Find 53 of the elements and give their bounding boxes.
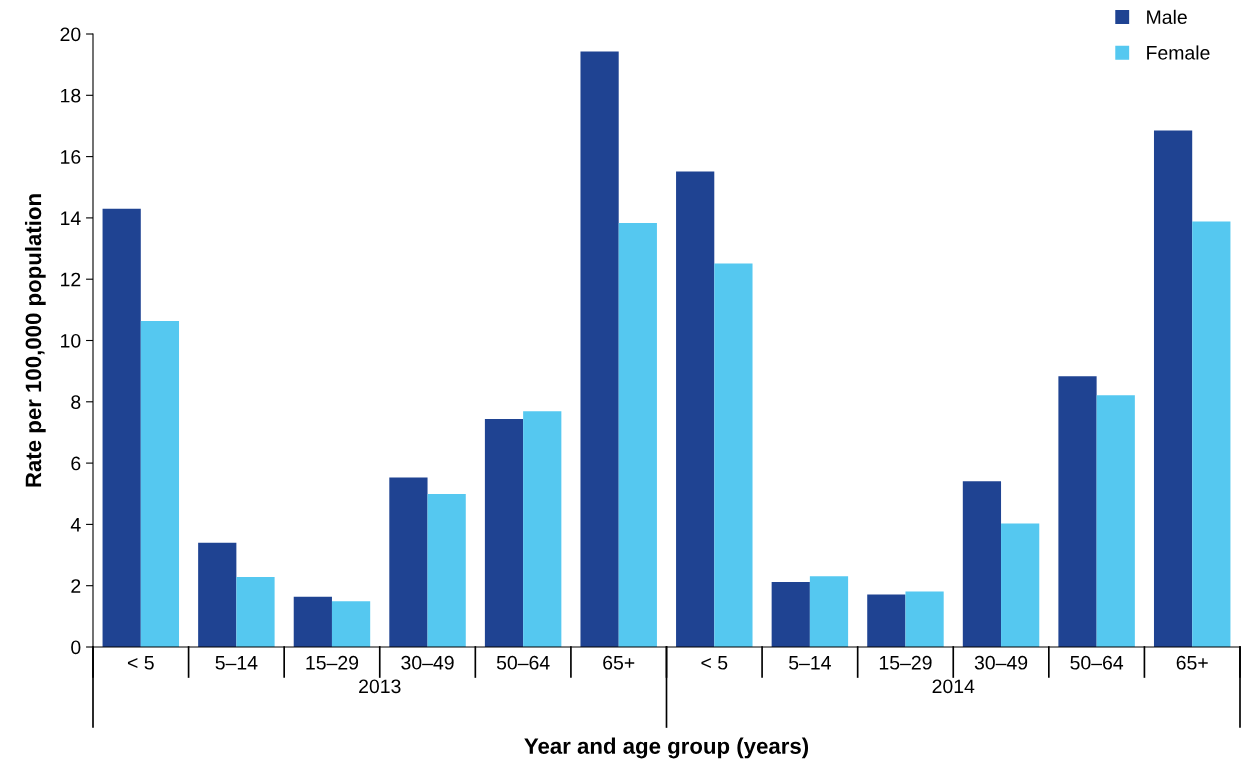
bar <box>140 320 180 647</box>
x-tick-label: 65+ <box>603 655 635 670</box>
bar <box>714 263 753 647</box>
y-tick-label: 0 <box>71 640 81 655</box>
bar <box>427 494 466 647</box>
x-tick-label: 30–49 <box>974 655 1028 670</box>
x-tick-label: 30–49 <box>401 655 454 670</box>
bar <box>331 601 371 647</box>
text: 2014 <box>932 679 975 694</box>
bar <box>523 411 562 647</box>
bar <box>1058 376 1097 647</box>
legend-label: Female <box>1147 45 1210 60</box>
bar <box>389 477 428 647</box>
y-tick-label: 20 <box>60 27 81 42</box>
x-tick-label: 65+ <box>1176 655 1208 670</box>
bar <box>1153 130 1193 647</box>
bar <box>484 418 524 647</box>
x-tick-label: 15–29 <box>306 655 359 670</box>
y-tick-label: 6 <box>71 456 81 471</box>
x-tick-label: 50–64 <box>496 655 550 670</box>
x-tick-label: < 5 <box>127 656 154 670</box>
bar <box>293 596 332 647</box>
y-tick-label: 8 <box>71 395 81 410</box>
bar <box>102 208 141 647</box>
bar <box>1096 395 1135 647</box>
y-tick-label: 10 <box>61 333 81 348</box>
y-axis-title: Rate per 100,000 population <box>24 194 46 487</box>
bar <box>1001 523 1040 647</box>
bar <box>198 542 237 647</box>
bar <box>867 594 906 647</box>
x-tick-label: 5–14 <box>789 656 831 670</box>
bar <box>580 51 619 647</box>
x-tick-label: 15–29 <box>879 655 932 670</box>
x-axis-title: Year and age group (years) <box>524 737 809 759</box>
bar <box>962 481 1002 647</box>
x-tick-label: 50–64 <box>1070 655 1124 670</box>
y-tick-label: 4 <box>70 518 81 532</box>
bar <box>236 577 275 647</box>
x-tick-label: 5–14 <box>215 656 258 670</box>
bar <box>905 591 944 647</box>
y-tick-label: 18 <box>61 88 81 103</box>
text: 2013 <box>359 679 401 694</box>
bar <box>676 171 715 647</box>
y-tick-label: 14 <box>61 211 81 225</box>
bar <box>809 576 849 647</box>
bar <box>618 223 657 647</box>
bar <box>771 582 810 647</box>
legend-label: Male <box>1147 9 1187 25</box>
bar <box>1192 221 1231 647</box>
x-tick-label: < 5 <box>701 656 728 670</box>
y-tick-label: 12 <box>61 272 81 287</box>
y-tick-label: 16 <box>61 150 81 164</box>
y-tick-label: 2 <box>71 579 81 593</box>
